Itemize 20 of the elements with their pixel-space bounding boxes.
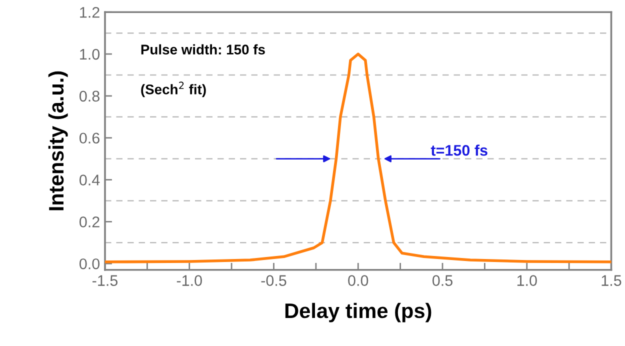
annotation: Pulse width: 150 fs bbox=[141, 44, 265, 55]
x-tick-label: -1.0 bbox=[176, 275, 202, 286]
x-axis-title: Delay time (ps) bbox=[285, 302, 432, 322]
x-tick-label: 1.5 bbox=[602, 275, 622, 286]
y-tick-label: 0.6 bbox=[80, 132, 100, 144]
line-series bbox=[105, 52, 612, 264]
y-tick-label: 0.2 bbox=[80, 216, 100, 228]
y-axis-title: Intensity (a.u.) bbox=[48, 71, 68, 210]
y-tick-label: 0.0 bbox=[80, 258, 100, 270]
y-tick-label: 1.2 bbox=[80, 6, 100, 18]
x-tick-label: 1.0 bbox=[517, 275, 537, 286]
x-tick-label: -1.5 bbox=[92, 275, 118, 286]
x-tick-label: -0.5 bbox=[261, 275, 286, 286]
x-tick-label: 0.0 bbox=[348, 275, 368, 286]
y-tick-label: 1.0 bbox=[80, 48, 100, 60]
y-tick-label: 0.4 bbox=[80, 174, 100, 186]
x-tick-label: 0.5 bbox=[432, 275, 452, 286]
annotation: t=150 fs bbox=[430, 144, 488, 156]
annotation: (Sech$^{2}$ fit) bbox=[141, 82, 206, 98]
y-tick-label: 0.8 bbox=[80, 90, 100, 102]
